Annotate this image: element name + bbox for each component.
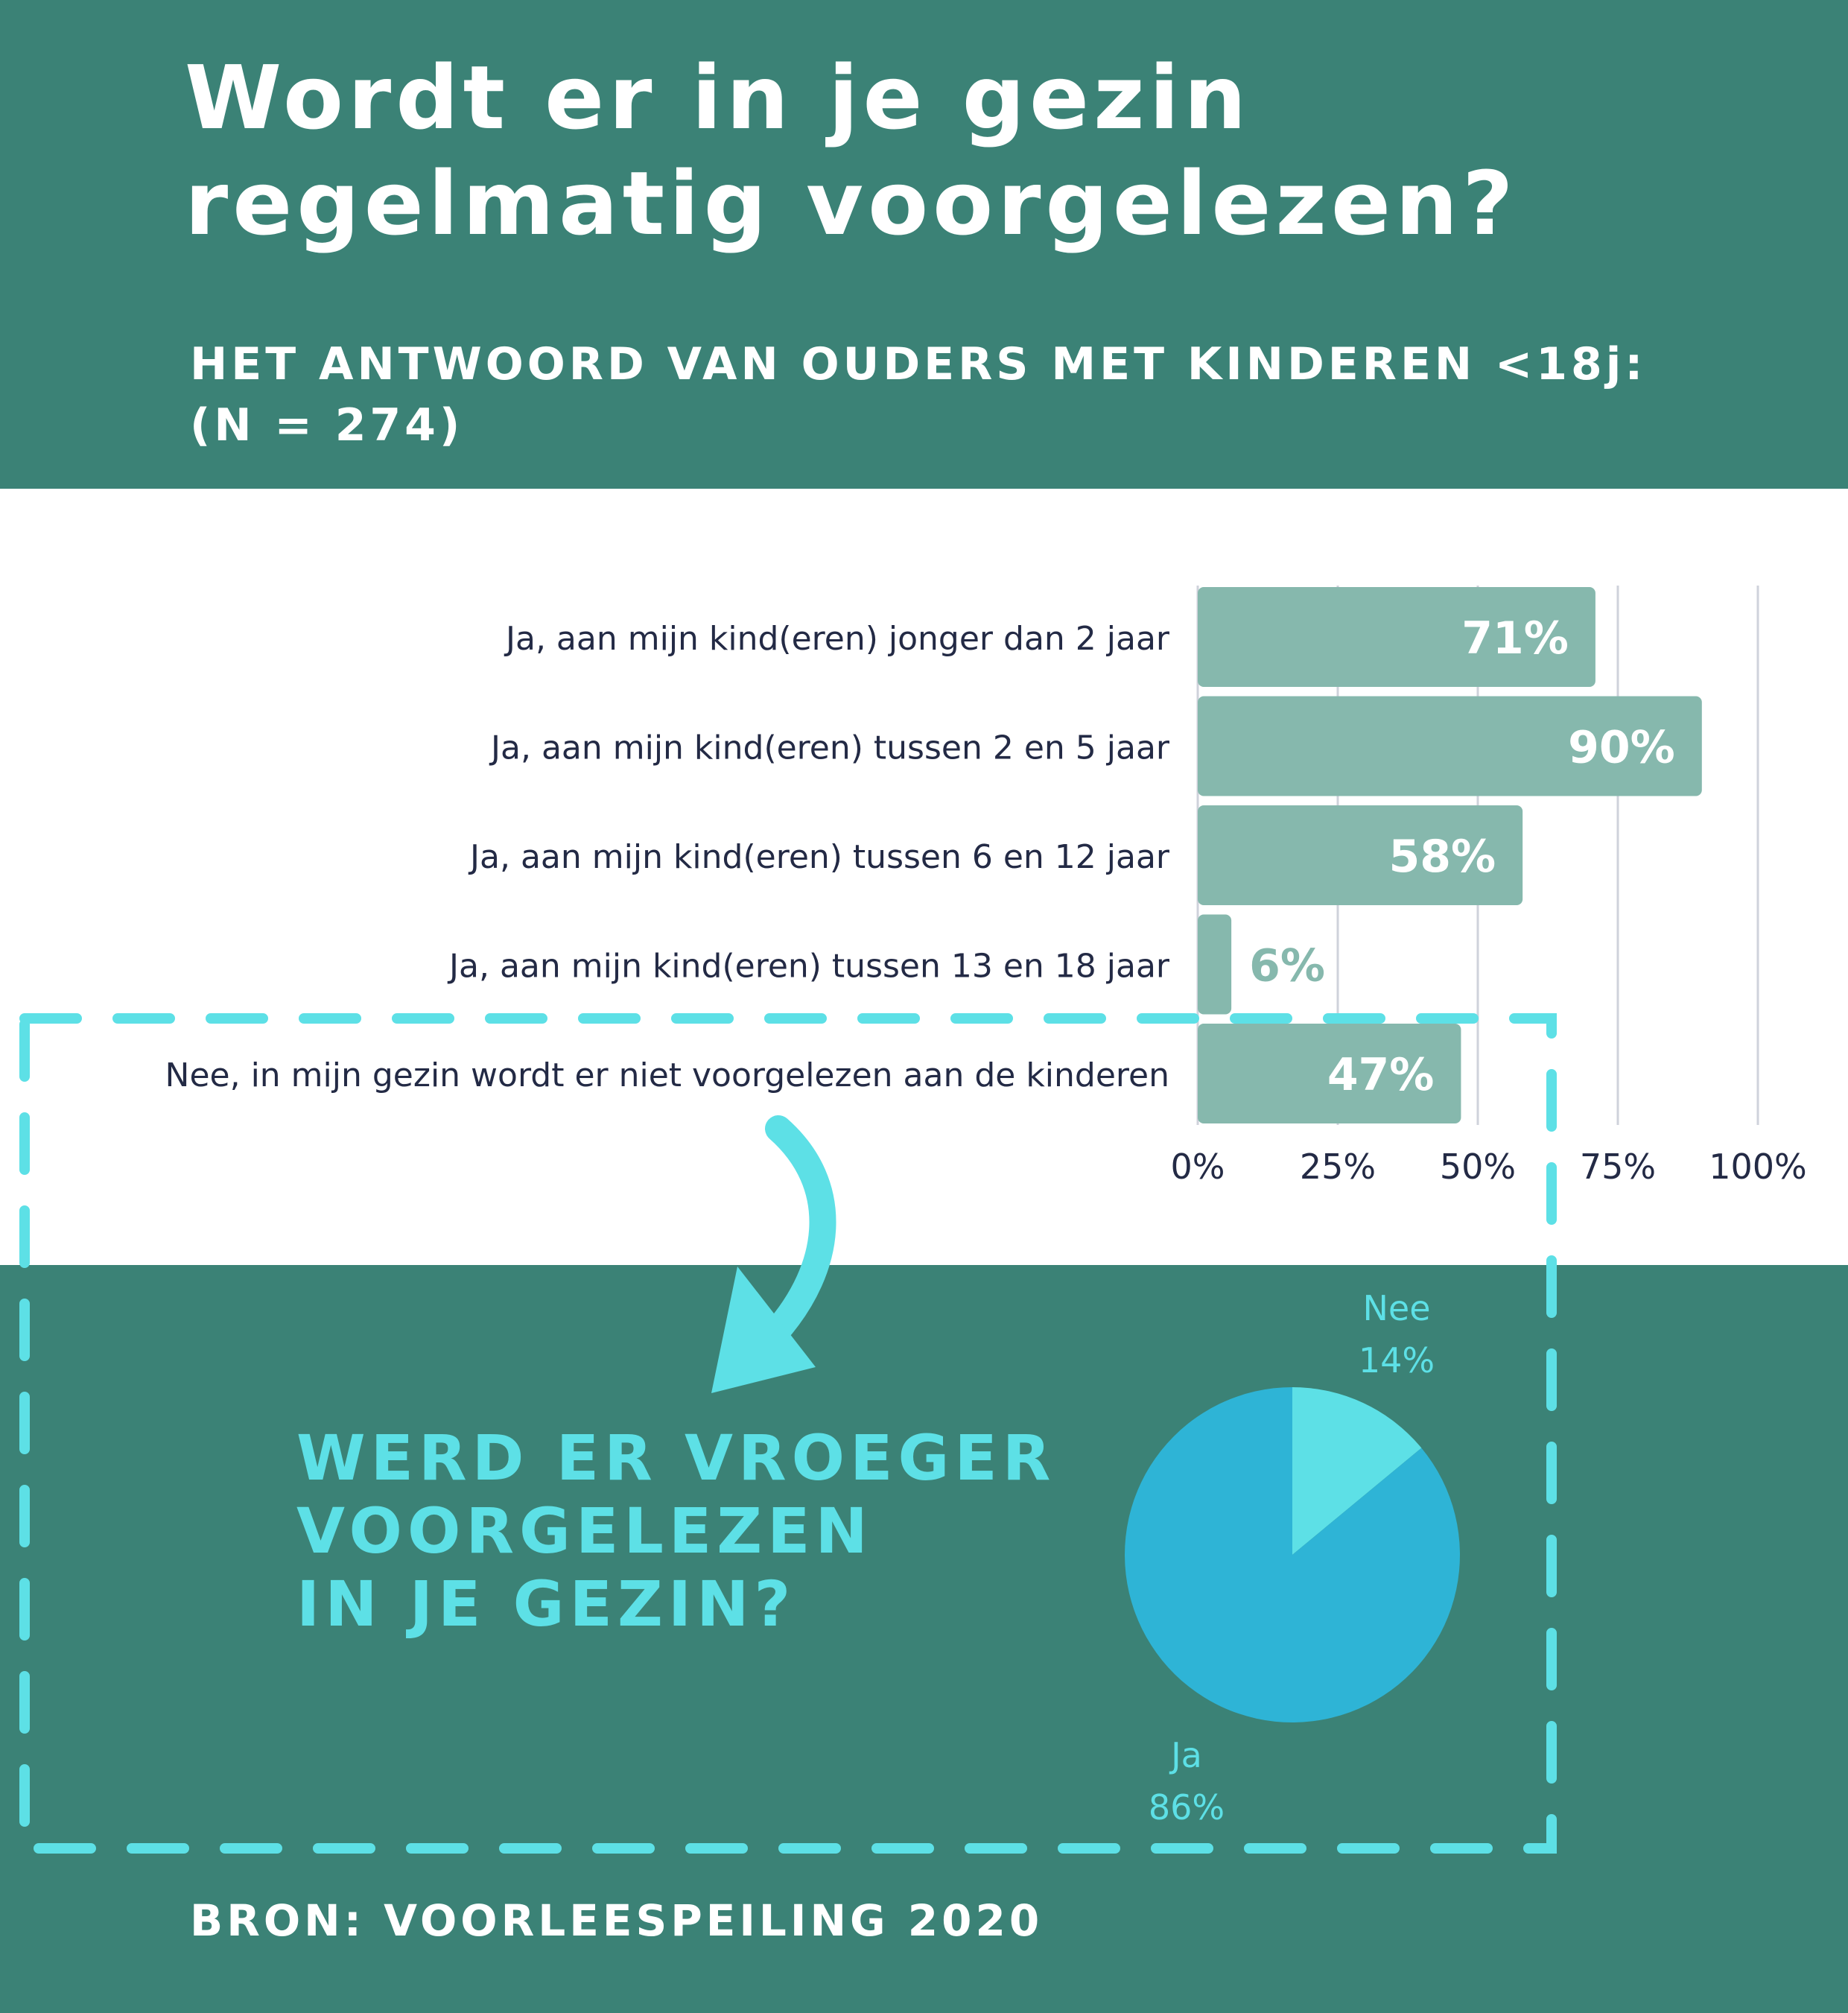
- data-label: 6%: [1249, 940, 1325, 992]
- header-band: [0, 0, 1848, 489]
- source-note: BRON: VOORLEESPEILING 2020: [190, 1895, 1044, 1946]
- subtitle-line-2: (N = 274): [190, 399, 464, 451]
- title-line-1: Wordt er in je gezin: [185, 46, 1251, 149]
- question-line-2: VOORGELEZEN: [296, 1494, 873, 1567]
- data-label: 71%: [1461, 612, 1569, 665]
- question-line-3: IN JE GEZIN?: [296, 1567, 796, 1640]
- data-label: 90%: [1568, 722, 1675, 774]
- x-tick-label: 50%: [1440, 1147, 1516, 1187]
- question-heading: WERD ER VROEGER VOORGELEZEN IN JE GEZIN?: [296, 1421, 1153, 1640]
- pie-label: Ja: [1169, 1735, 1202, 1775]
- subtitle: HET ANTWOORD VAN OUDERS MET KINDEREN <18…: [190, 334, 1754, 456]
- category-label: Ja, aan mijn kind(eren) tussen 13 en 18 …: [447, 948, 1170, 986]
- x-tick-label: 25%: [1300, 1147, 1376, 1187]
- pie-chart: Nee 14% Ja 86%: [1125, 1288, 1460, 1827]
- category-label: Ja, aan mijn kind(eren) tussen 2 en 5 ja…: [489, 729, 1170, 767]
- subtitle-line-1: HET ANTWOORD VAN OUDERS MET KINDEREN <18…: [190, 338, 1647, 390]
- pie-value-label: 86%: [1149, 1787, 1225, 1827]
- bar: [1198, 914, 1232, 1015]
- pie-label: Nee: [1362, 1288, 1430, 1328]
- bar: [1198, 696, 1702, 796]
- category-label: Ja, aan mijn kind(eren) tussen 6 en 12 j…: [468, 838, 1170, 876]
- x-tick-label: 75%: [1580, 1147, 1656, 1187]
- bar: [1198, 587, 1595, 687]
- title-line-2: regelmatig voorgelezen?: [185, 152, 1518, 255]
- pie-value-label: 14%: [1359, 1340, 1435, 1380]
- x-tick-label: 100%: [1709, 1147, 1807, 1187]
- bar: [1198, 805, 1523, 905]
- category-label: Ja, aan mijn kind(eren) jonger dan 2 jaa…: [504, 620, 1170, 658]
- question-line-1: WERD ER VROEGER: [296, 1421, 1056, 1494]
- data-label: 58%: [1389, 831, 1496, 883]
- page-title: Wordt er in je gezin regelmatig voorgele…: [185, 45, 1786, 256]
- category-label: Nee, in mijn gezin wordt er niet voorgel…: [165, 1056, 1169, 1094]
- data-label: 47%: [1327, 1049, 1435, 1101]
- bar-chart: 0% 25% 50% 75% 100% Ja, aan mijn kind(eren) j…: [165, 586, 1807, 1187]
- x-tick-label: 0%: [1171, 1147, 1225, 1187]
